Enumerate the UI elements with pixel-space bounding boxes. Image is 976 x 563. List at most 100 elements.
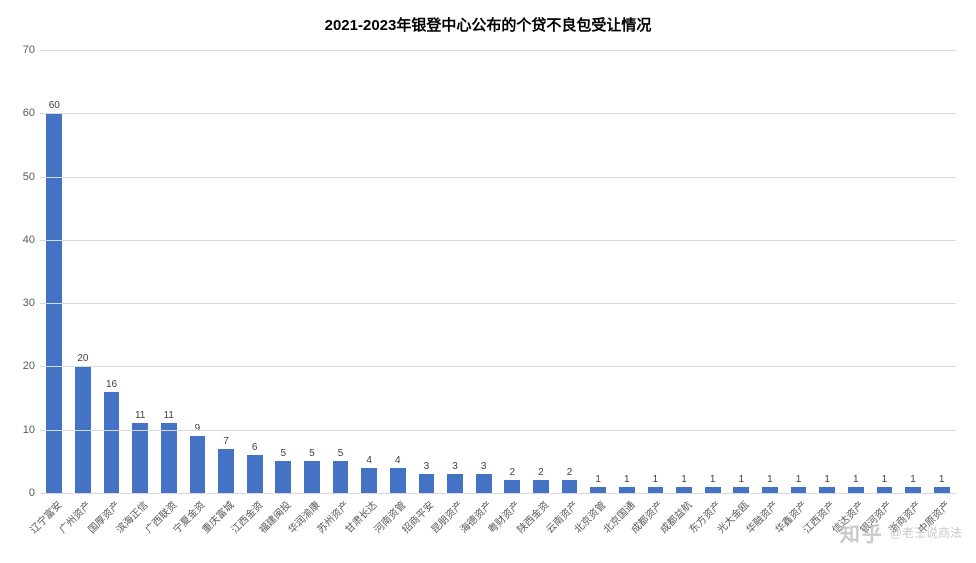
bar-value-label: 5 (338, 448, 344, 459)
bar-slot: 11 (126, 50, 155, 493)
bar-slot: 6 (240, 50, 269, 493)
bar-slot: 1 (698, 50, 727, 493)
bar-value-label: 5 (281, 448, 287, 459)
bar-slot: 1 (927, 50, 956, 493)
bar-slot: 2 (555, 50, 584, 493)
bar-slot: 3 (441, 50, 470, 493)
gridline (40, 366, 956, 367)
bar-slot: 5 (298, 50, 327, 493)
bar-value-label: 3 (424, 461, 430, 472)
bar-value-label: 3 (452, 461, 458, 472)
bar-value-label: 2 (510, 467, 516, 478)
bar (161, 423, 177, 493)
bar (533, 480, 549, 493)
bar-slot: 1 (899, 50, 928, 493)
gridline (40, 177, 956, 178)
bar-slot: 4 (384, 50, 413, 493)
bar-value-label: 3 (481, 461, 487, 472)
bar (218, 449, 234, 493)
bar-value-label: 20 (77, 353, 88, 364)
y-tick-label: 20 (10, 360, 35, 372)
bar-value-label: 1 (796, 474, 802, 485)
bar-slot: 11 (155, 50, 184, 493)
bar-value-label: 1 (882, 474, 888, 485)
bar-slot: 3 (412, 50, 441, 493)
bar (190, 436, 206, 493)
bar-slot: 1 (784, 50, 813, 493)
bar-value-label: 11 (164, 410, 174, 421)
bar (447, 474, 463, 493)
bar-slot: 4 (355, 50, 384, 493)
y-tick-label: 50 (10, 171, 35, 183)
bar-value-label: 1 (624, 474, 630, 485)
gridline (40, 50, 956, 51)
bar (275, 461, 291, 493)
bar (504, 480, 520, 493)
bar-value-label: 6 (252, 442, 258, 453)
bar-slot: 2 (527, 50, 556, 493)
bar-value-label: 4 (395, 455, 401, 466)
bar-value-label: 1 (710, 474, 716, 485)
bar-chart-container: 2021-2023年银登中心公布的个贷不良包受让情况 6020161111976… (0, 0, 976, 563)
bar-value-label: 60 (49, 100, 60, 111)
bar-value-label: 1 (853, 474, 859, 485)
bar-slot: 9 (183, 50, 212, 493)
bar (419, 474, 435, 493)
x-axis-labels: 辽宁富安广州资产国厚资产滨海正信广西联资宁夏金资重庆富城江西金资福建闽投华润渝康… (40, 493, 956, 563)
gridline (40, 240, 956, 241)
bar-value-label: 1 (824, 474, 830, 485)
bar-value-label: 11 (135, 410, 145, 421)
bar-slot: 1 (756, 50, 785, 493)
bar-slot: 60 (40, 50, 69, 493)
bar-slot: 3 (469, 50, 498, 493)
bar-value-label: 7 (223, 436, 229, 447)
bar (247, 455, 263, 493)
bar-slot: 1 (870, 50, 899, 493)
bar-slot: 16 (97, 50, 126, 493)
y-tick-label: 60 (10, 107, 35, 119)
bar (132, 423, 148, 493)
y-tick-label: 40 (10, 234, 35, 246)
bar-slot: 1 (842, 50, 871, 493)
y-tick-label: 10 (10, 424, 35, 436)
bar (104, 392, 120, 493)
bar-slot: 5 (269, 50, 298, 493)
bar-value-label: 1 (595, 474, 601, 485)
bar-value-label: 2 (567, 467, 573, 478)
bar-value-label: 16 (106, 379, 117, 390)
bar-slot: 7 (212, 50, 241, 493)
bar-value-label: 1 (739, 474, 745, 485)
bar (390, 468, 406, 493)
bars-row: 6020161111976555443332221111111111111 (40, 50, 956, 493)
bar-slot: 1 (641, 50, 670, 493)
bar-value-label: 1 (910, 474, 916, 485)
bar-value-label: 9 (195, 423, 201, 434)
bar (361, 468, 377, 493)
bar-slot: 1 (584, 50, 613, 493)
bar-slot: 1 (727, 50, 756, 493)
bar-value-label: 1 (681, 474, 687, 485)
bar-value-label: 4 (366, 455, 372, 466)
plot-area: 6020161111976555443332221111111111111 01… (40, 50, 956, 493)
y-tick-label: 30 (10, 297, 35, 309)
chart-title: 2021-2023年银登中心公布的个贷不良包受让情况 (0, 14, 976, 35)
bar-slot: 1 (670, 50, 699, 493)
bar-slot: 5 (326, 50, 355, 493)
bar-value-label: 1 (653, 474, 659, 485)
bar-slot: 2 (498, 50, 527, 493)
y-tick-label: 0 (10, 487, 35, 499)
gridline (40, 113, 956, 114)
bar-slot: 20 (69, 50, 98, 493)
gridline (40, 303, 956, 304)
bar-value-label: 1 (939, 474, 945, 485)
bar (304, 461, 320, 493)
y-tick-label: 70 (10, 44, 35, 56)
bar-value-label: 5 (309, 448, 315, 459)
gridline (40, 430, 956, 431)
bar (562, 480, 578, 493)
bar-slot: 1 (813, 50, 842, 493)
bar-value-label: 1 (767, 474, 773, 485)
x-label-slot: 中原资产 (927, 493, 956, 563)
bar (333, 461, 349, 493)
bar-value-label: 2 (538, 467, 544, 478)
